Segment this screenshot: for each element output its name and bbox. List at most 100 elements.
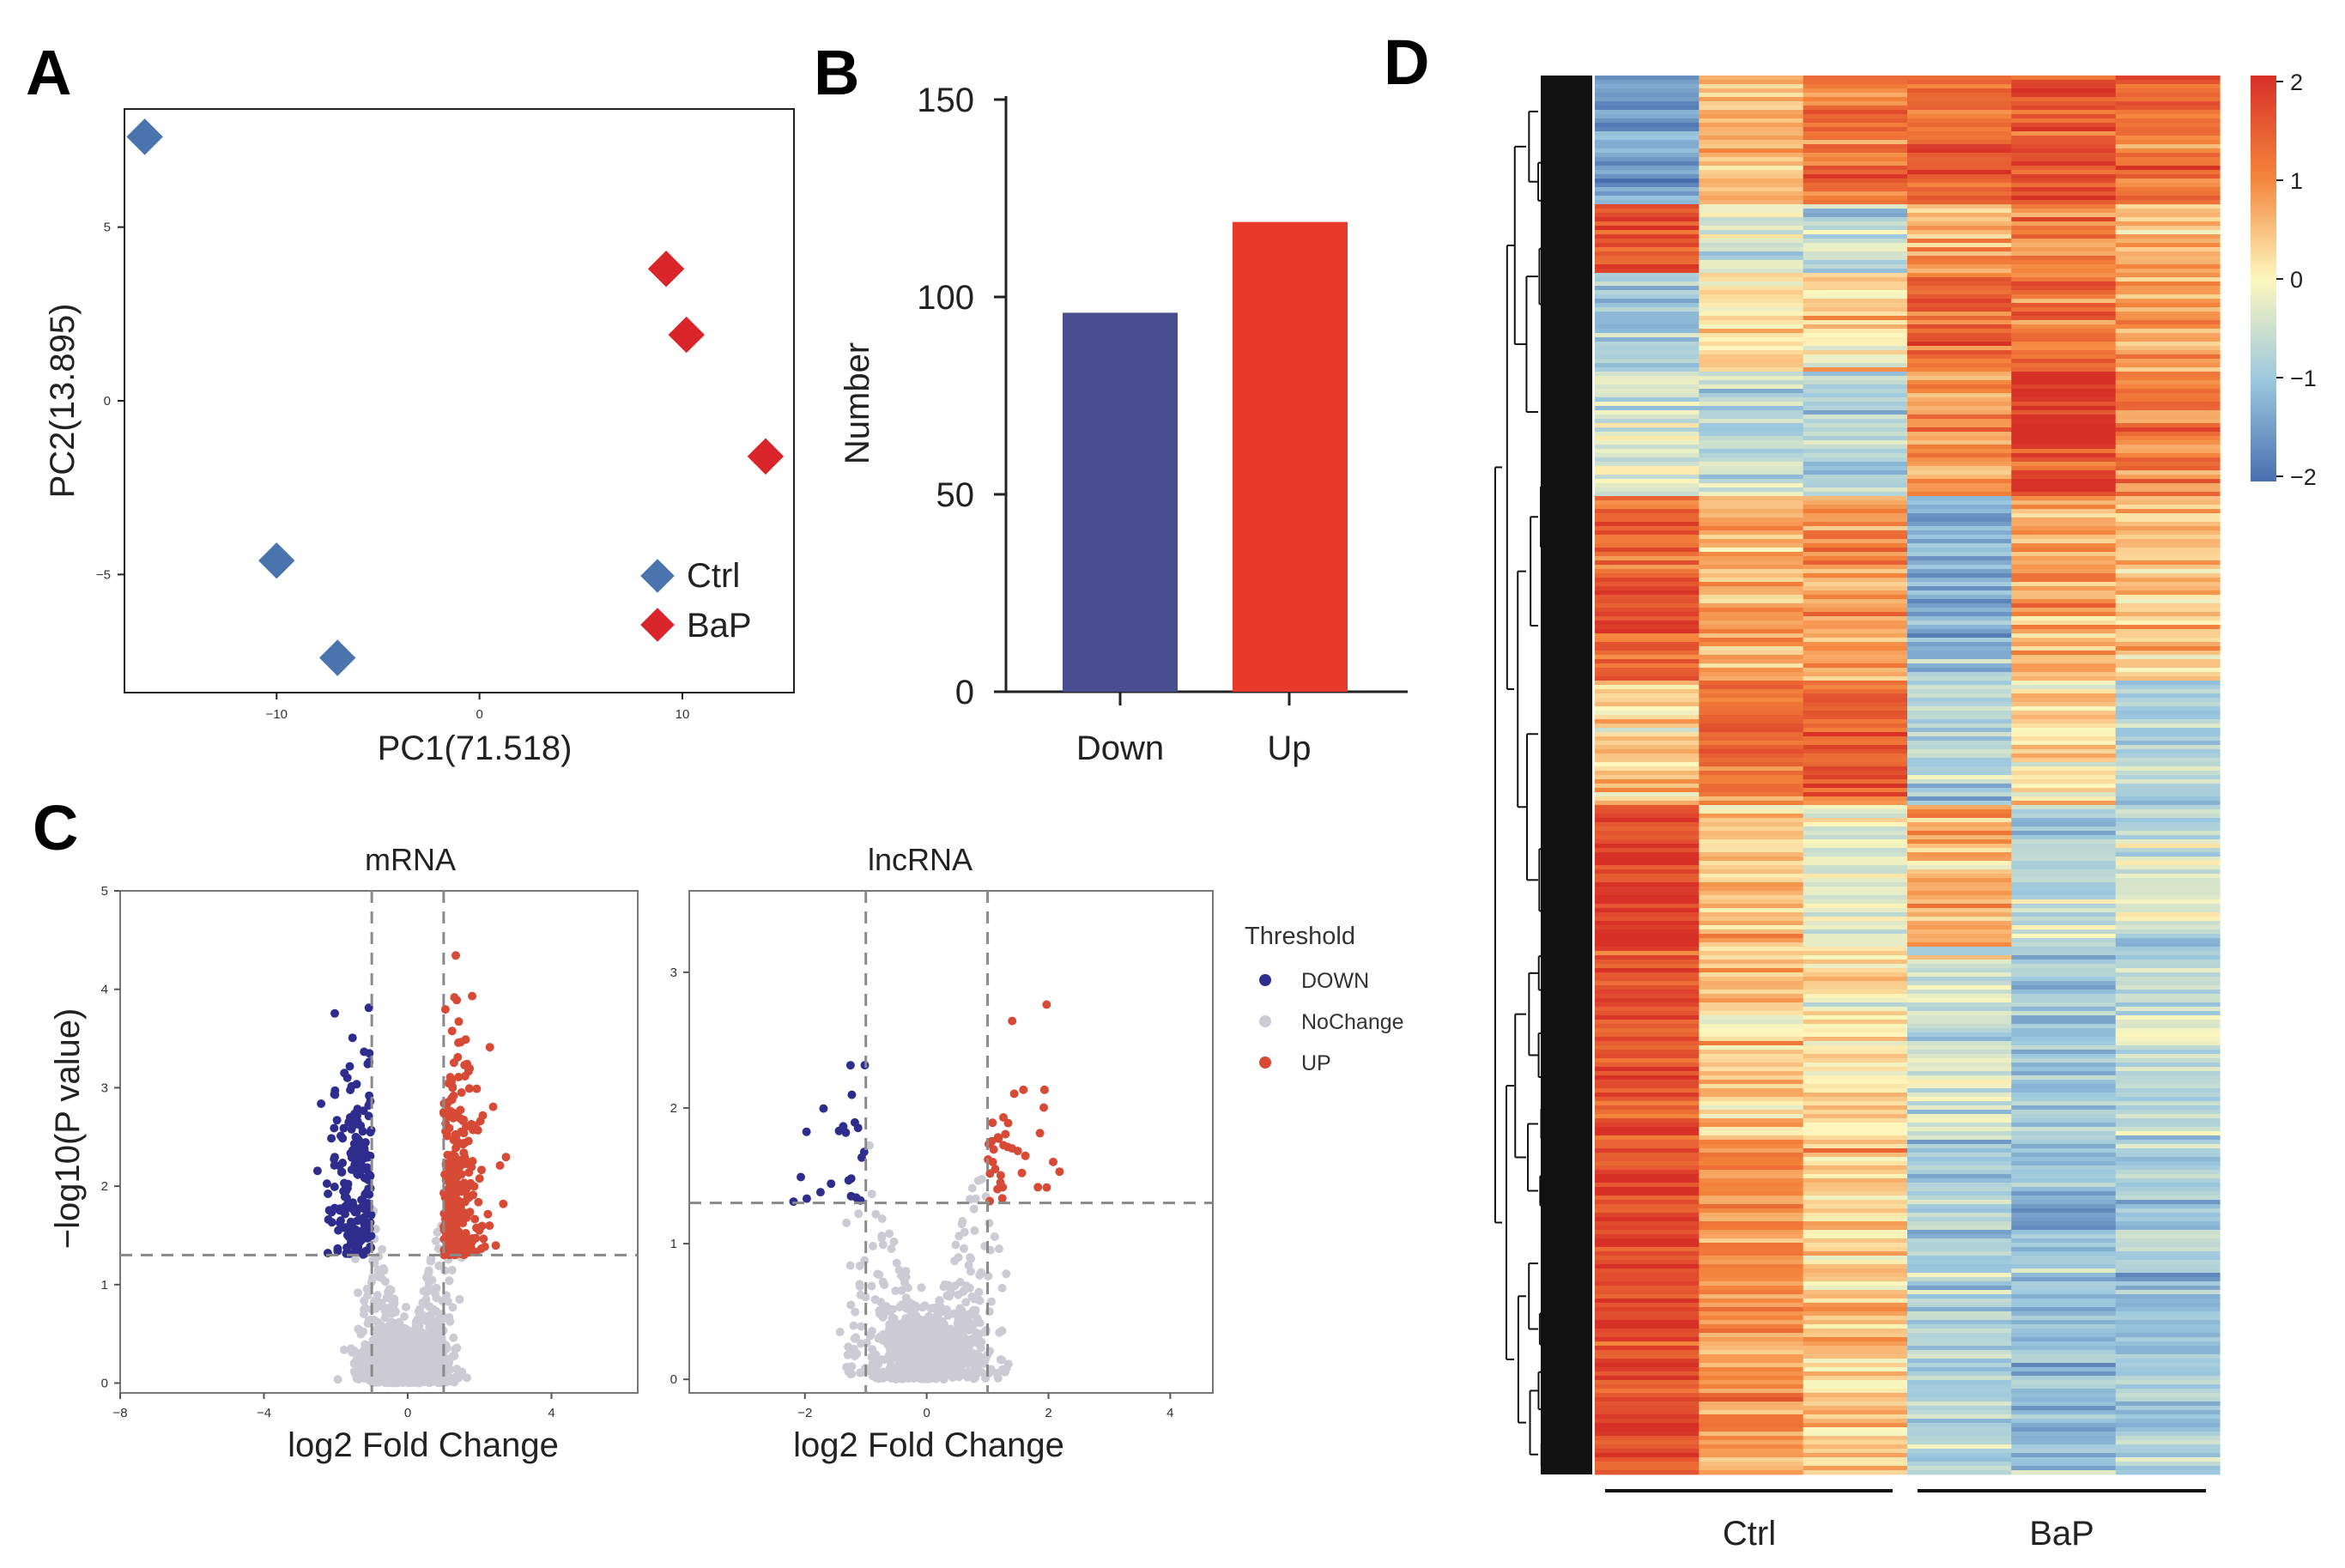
heatmap-cell bbox=[2011, 260, 2117, 265]
heatmap-cell bbox=[2115, 303, 2221, 308]
heatmap-cell bbox=[1699, 462, 1804, 467]
heatmap-cell bbox=[1907, 719, 2012, 724]
heatmap-cell bbox=[1699, 127, 1804, 132]
heatmap-cell bbox=[2115, 1110, 2221, 1115]
volcano-point-nochange bbox=[441, 1377, 451, 1387]
heatmap-cell bbox=[1907, 213, 2012, 218]
heatmap-cell bbox=[1595, 1196, 1700, 1201]
heatmap-cell bbox=[1595, 779, 1700, 784]
heatmap-cell bbox=[1907, 779, 2012, 784]
heatmap-cell bbox=[1595, 951, 1700, 956]
heatmap-cell bbox=[2115, 874, 2221, 879]
heatmap-cell bbox=[2115, 899, 2221, 905]
heatmap-cell bbox=[2115, 1028, 2221, 1033]
volcano-point-nochange bbox=[913, 1347, 922, 1357]
heatmap-cell bbox=[1803, 569, 1908, 574]
heatmap-cell bbox=[1699, 410, 1804, 415]
heatmap-cell bbox=[1699, 895, 1804, 900]
heatmap-cell bbox=[1595, 745, 1700, 750]
heatmap-cell bbox=[1907, 187, 2012, 192]
heatmap-cell bbox=[1699, 938, 1804, 943]
heatmap-cell bbox=[1907, 835, 2012, 840]
heatmap-cell bbox=[1803, 998, 1908, 1003]
volcano-point-nochange bbox=[880, 1280, 889, 1289]
heatmap-cell bbox=[2115, 470, 2221, 475]
volcano-point-up bbox=[475, 1174, 484, 1184]
volcano-point-nochange bbox=[924, 1332, 934, 1341]
heatmap-cell bbox=[1595, 788, 1700, 793]
heatmap-cell bbox=[2011, 264, 2117, 269]
heatmap-cell bbox=[1699, 788, 1804, 793]
heatmap-cell bbox=[1907, 1131, 2012, 1136]
heatmap-cell bbox=[1907, 204, 2012, 209]
heatmap-cell bbox=[1595, 685, 1700, 690]
heatmap-cell bbox=[1907, 715, 2012, 720]
volcano-point-nochange bbox=[957, 1306, 966, 1316]
heatmap-cell bbox=[2115, 629, 2221, 634]
heatmap-cell bbox=[1803, 479, 1908, 484]
heatmap-cell bbox=[1595, 136, 1700, 141]
heatmap-cell bbox=[1699, 796, 1804, 802]
volcano-point-down bbox=[846, 1174, 856, 1184]
volcano-point-nochange bbox=[868, 1241, 877, 1250]
heatmap-cell bbox=[1595, 985, 1700, 990]
heatmap-cell bbox=[1595, 552, 1700, 557]
heatmap-cell bbox=[1803, 1054, 1908, 1059]
heatmap-cell bbox=[2115, 942, 2221, 947]
heatmap-cell bbox=[1907, 230, 2012, 235]
heatmap-cell bbox=[1595, 1217, 1700, 1222]
heatmap-cell bbox=[1595, 844, 1700, 849]
heatmap-cell bbox=[1699, 1174, 1804, 1179]
volcano-point-nochange bbox=[379, 1353, 388, 1362]
heatmap-cell bbox=[2115, 681, 2221, 686]
heatmap-cell bbox=[1699, 1007, 1804, 1012]
heatmap-cell bbox=[1699, 1200, 1804, 1205]
heatmap-cell bbox=[1699, 1011, 1804, 1016]
heatmap-cell bbox=[2011, 659, 2117, 664]
heatmap-cell bbox=[1595, 942, 1700, 947]
heatmap-cell bbox=[1907, 144, 2012, 149]
heatmap-cell bbox=[1803, 445, 1908, 450]
volcano-point-nochange bbox=[849, 1321, 858, 1330]
volcano-point-nochange bbox=[386, 1309, 396, 1318]
heatmap-cell bbox=[1699, 505, 1804, 510]
heatmap-cell bbox=[1907, 174, 2012, 179]
heatmap-cell bbox=[1595, 1140, 1700, 1145]
heatmap-cell bbox=[1595, 406, 1700, 411]
heatmap-cell bbox=[2011, 938, 2117, 943]
volcano-point-down bbox=[363, 1226, 373, 1236]
volcano-point-nochange bbox=[378, 1244, 387, 1254]
heatmap-cell bbox=[1699, 380, 1804, 385]
heatmap-cell bbox=[1907, 294, 2012, 300]
heatmap-cell bbox=[1907, 599, 2012, 604]
heatmap-cell bbox=[2011, 324, 2117, 330]
heatmap-cell bbox=[1907, 166, 2012, 171]
heatmap-cell bbox=[2115, 106, 2221, 111]
heatmap-cell bbox=[1699, 972, 1804, 978]
volcano-point-up bbox=[461, 1035, 470, 1044]
heatmap-cell bbox=[1907, 929, 2012, 935]
heatmap-cell bbox=[1907, 788, 2012, 793]
heatmap-cell bbox=[2115, 101, 2221, 106]
heatmap-cell bbox=[1699, 183, 1804, 188]
heatmap-cell bbox=[2115, 440, 2221, 445]
heatmap-cell bbox=[2011, 861, 2117, 866]
volcano-point-nochange bbox=[1002, 1269, 1011, 1279]
heatmap-cell bbox=[2115, 754, 2221, 759]
heatmap-cell bbox=[2115, 397, 2221, 403]
heatmap-cell bbox=[2011, 440, 2117, 445]
heatmap-cell bbox=[2115, 1058, 2221, 1063]
heatmap-cell bbox=[1595, 814, 1700, 819]
heatmap-cell bbox=[1595, 638, 1700, 643]
volcano-point-nochange bbox=[395, 1329, 404, 1339]
heatmap-cell bbox=[1595, 865, 1700, 870]
heatmap-cell bbox=[2115, 960, 2221, 965]
heatmap-cell bbox=[1699, 303, 1804, 308]
heatmap-cell bbox=[1699, 612, 1804, 617]
heatmap-cell bbox=[1595, 1114, 1700, 1119]
heatmap-cell bbox=[1595, 101, 1700, 106]
volcano-point-nochange bbox=[974, 1287, 984, 1297]
volcano-point-up bbox=[993, 1184, 1003, 1194]
volcano-point-nochange bbox=[950, 1281, 960, 1291]
heatmap-cell bbox=[1595, 522, 1700, 527]
